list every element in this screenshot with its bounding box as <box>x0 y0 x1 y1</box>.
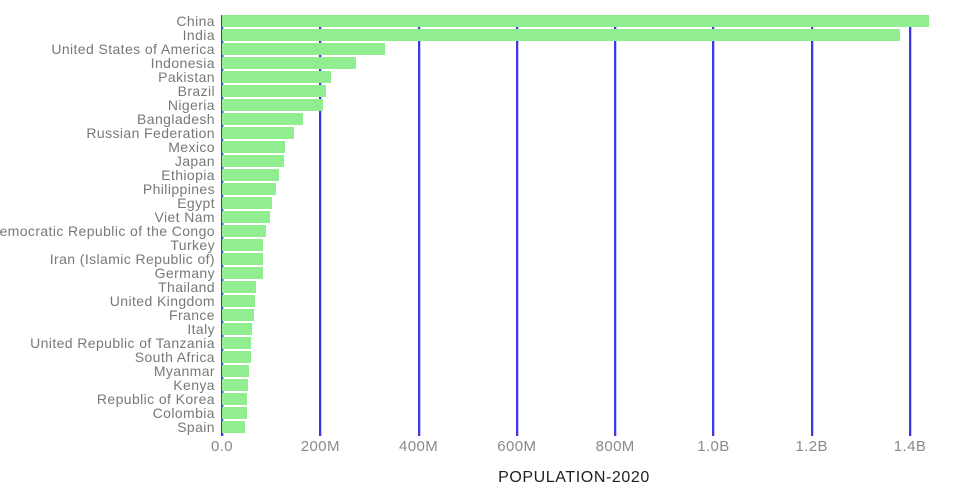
y-tick-label: South Africa <box>134 349 215 365</box>
gridline-1.2B <box>810 15 813 436</box>
bar <box>222 421 245 433</box>
x-tick-label: 0.0 <box>210 438 234 455</box>
bar <box>222 323 252 335</box>
bar <box>222 71 331 83</box>
y-tick-label: Colombia <box>152 405 215 421</box>
y-tick-label: Mexico <box>168 139 215 155</box>
bar <box>222 309 255 321</box>
x-tick-label: 1.0B <box>697 438 730 455</box>
y-tick-label: Nigeria <box>167 97 215 113</box>
bar <box>222 85 327 97</box>
y-tick-label: Ethiopia <box>161 167 215 183</box>
bar <box>222 281 257 293</box>
y-tick-label: France <box>169 307 215 323</box>
y-tick-label: Germany <box>154 265 215 281</box>
x-tick-label: 200M <box>300 438 340 455</box>
bar <box>222 253 264 265</box>
y-tick-label: Indonesia <box>150 55 215 71</box>
gridline-800M <box>614 15 617 436</box>
bar <box>222 239 264 251</box>
bar <box>222 225 267 237</box>
y-tick-label: Spain <box>177 419 215 435</box>
y-tick-label: Pakistan <box>158 69 215 85</box>
y-tick-label: Myanmar <box>153 363 215 379</box>
y-tick-label: China <box>176 13 215 29</box>
bar <box>222 113 303 125</box>
bar <box>222 211 270 223</box>
y-tick-label: United Republic of Tanzania <box>30 335 215 351</box>
bar <box>222 365 249 377</box>
bar <box>222 267 264 279</box>
x-tick-label: 1.4B <box>893 438 927 455</box>
y-tick-label: Italy <box>187 321 215 337</box>
bar <box>222 351 252 363</box>
y-tick-label: United States of America <box>51 41 215 57</box>
bar <box>222 141 286 153</box>
bar <box>222 29 901 41</box>
x-tick-label: 800M <box>595 438 635 455</box>
y-tick-label: Democratic Republic of the Congo <box>0 223 215 239</box>
x-tick-label: 1.2B <box>795 438 828 455</box>
x-tick-label: 400M <box>399 438 439 455</box>
bar <box>222 57 357 69</box>
x-tick-label: 600M <box>497 438 537 455</box>
bar <box>222 127 294 139</box>
bar <box>222 197 273 209</box>
y-tick-label: Egypt <box>177 195 215 211</box>
gridline-600M <box>515 15 518 436</box>
bar <box>222 393 248 405</box>
bar <box>222 15 930 27</box>
y-tick-label: Turkey <box>170 237 215 253</box>
bar <box>222 379 249 391</box>
y-tick-label: Republic of Korea <box>96 391 215 407</box>
bar <box>222 155 285 167</box>
bar <box>222 183 276 195</box>
bar <box>222 295 256 307</box>
gridline-1.4B <box>909 15 911 436</box>
y-tick-label: United Kingdom <box>109 293 215 309</box>
gridline-200M <box>319 15 322 436</box>
gridline-400M <box>417 15 420 436</box>
x-axis-title: POPULATION-2020 <box>498 469 650 486</box>
y-tick-label: Bangladesh <box>137 111 215 127</box>
y-tick-label: India <box>182 27 215 43</box>
y-tick-label: Japan <box>174 153 215 169</box>
y-tick-label: Russian Federation <box>86 125 215 141</box>
bar <box>222 169 279 181</box>
y-tick-label: Thailand <box>158 279 215 295</box>
y-tick-label: Viet Nam <box>154 209 215 225</box>
y-tick-label: Kenya <box>173 377 215 393</box>
gridline-1.0B <box>712 15 715 436</box>
y-tick-label: Iran (Islamic Republic of) <box>49 251 215 267</box>
y-tick-label: Philippines <box>142 181 215 197</box>
bar <box>222 407 247 419</box>
bar <box>222 337 252 349</box>
y-tick-label: Brazil <box>177 83 215 99</box>
bar <box>222 99 324 111</box>
bar <box>222 43 385 55</box>
